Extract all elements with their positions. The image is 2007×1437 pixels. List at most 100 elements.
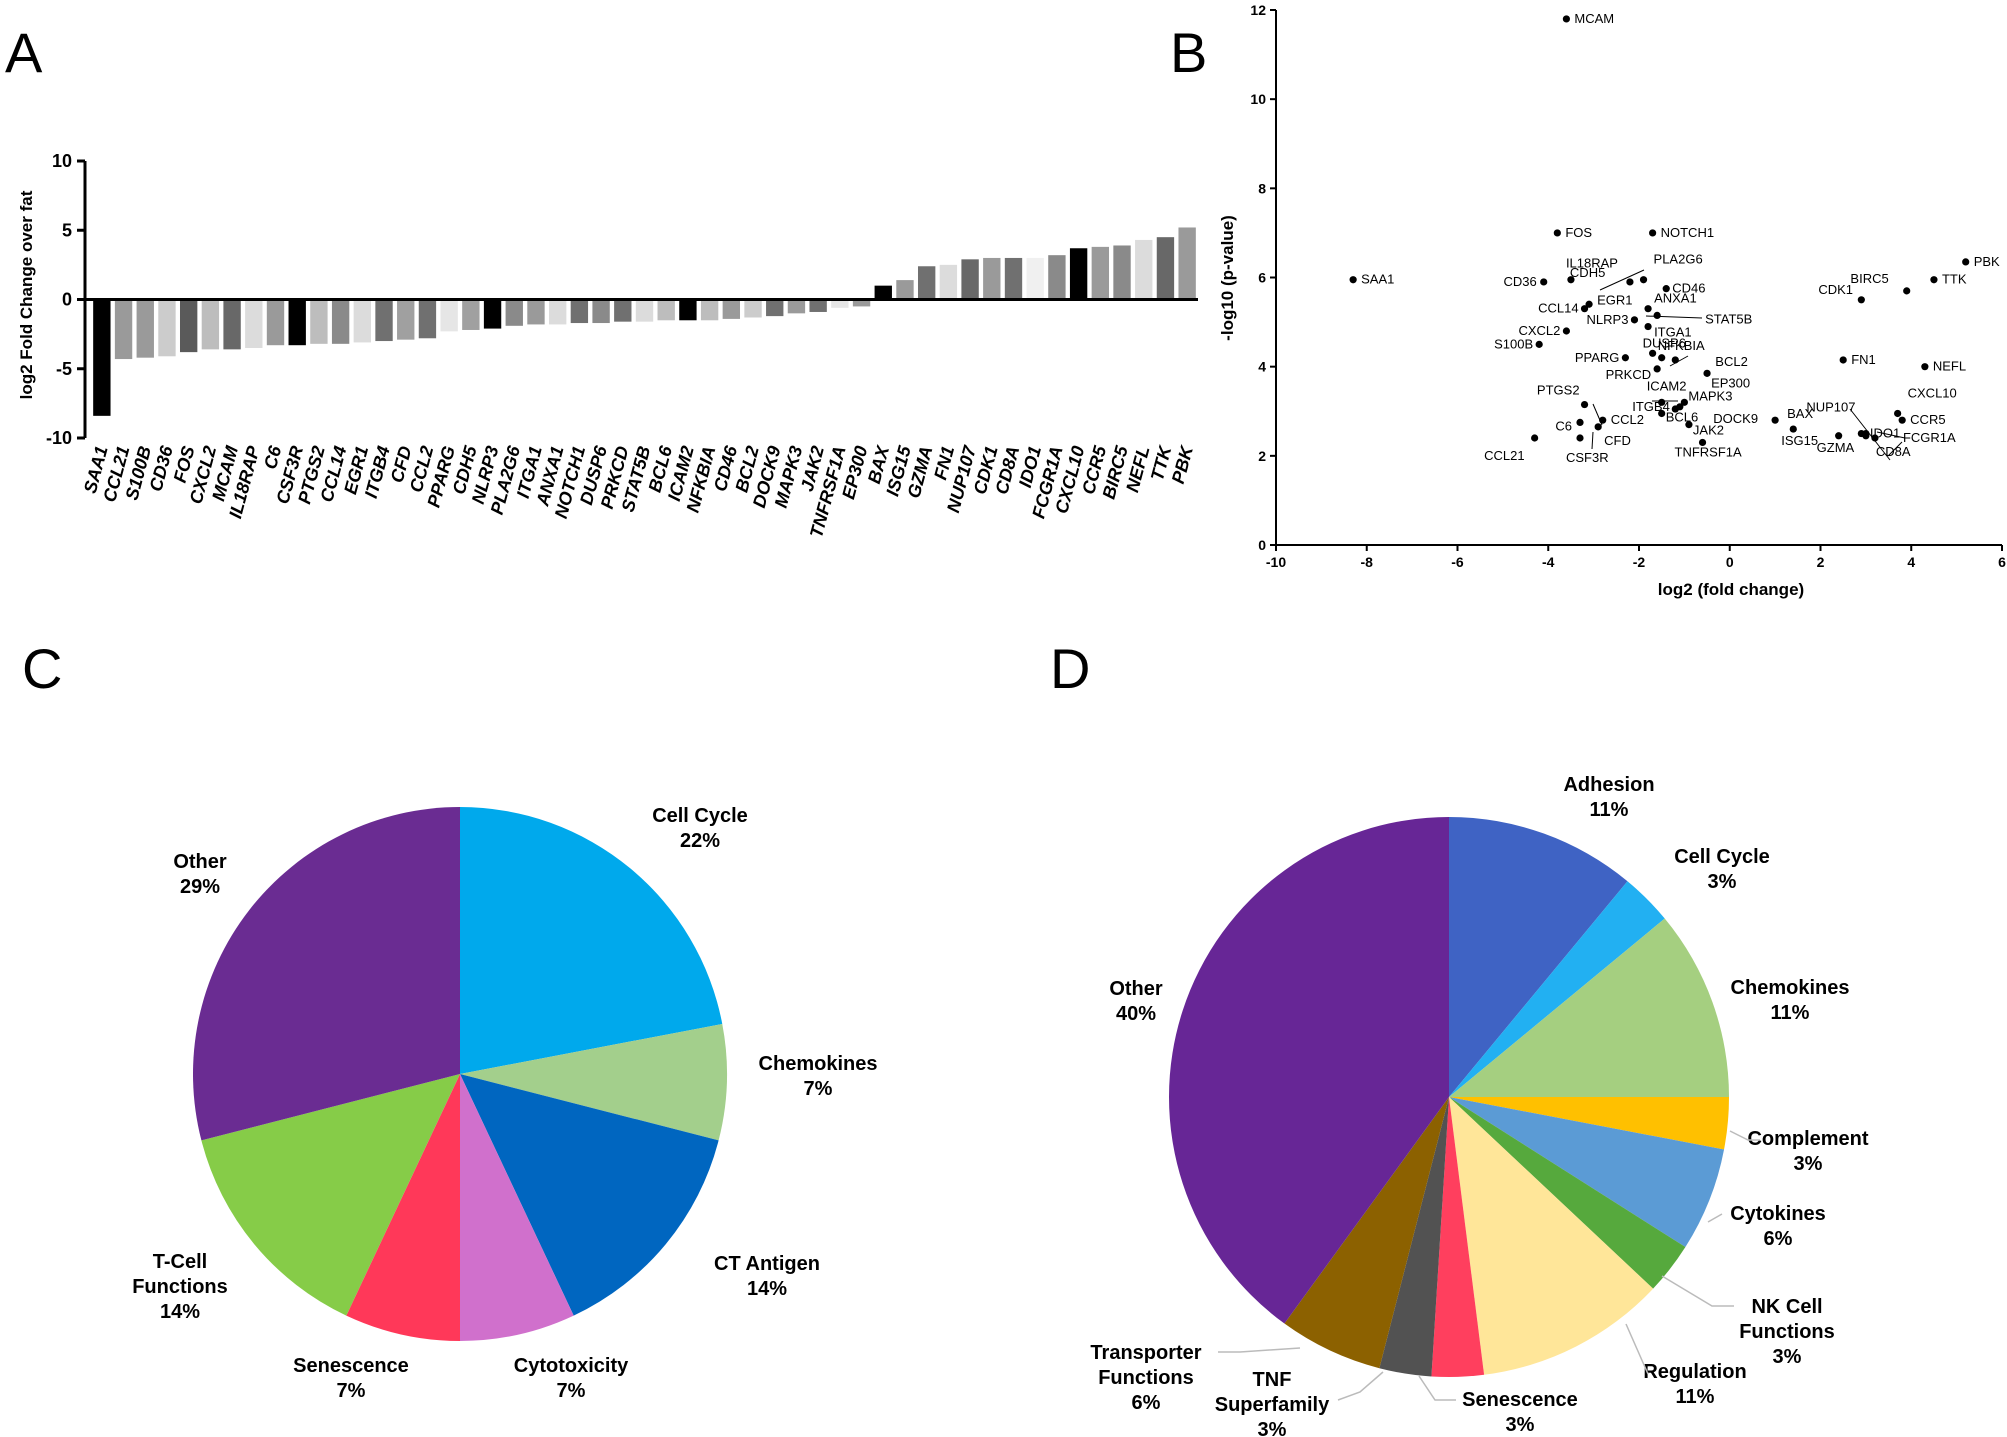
bar-chart-bar bbox=[1178, 227, 1196, 300]
volcano-point bbox=[1630, 316, 1639, 324]
volcano-point-label: ANXA1 bbox=[1654, 291, 1697, 306]
bar-chart-bar bbox=[310, 299, 328, 344]
volcano-y-tick-label: 2 bbox=[1258, 448, 1266, 464]
bar-chart-y-axis: 10 5 0 -5 -10 bbox=[46, 151, 87, 448]
volcano-x-tick-label: -8 bbox=[1361, 554, 1374, 570]
bar-chart-bar bbox=[483, 299, 502, 329]
volcano-point-label: PBK bbox=[1974, 254, 2000, 269]
volcano-y-tick-label: 8 bbox=[1258, 180, 1266, 196]
bar-chart-bar bbox=[1156, 237, 1175, 300]
volcano-point-label: ISG15 bbox=[1781, 433, 1818, 448]
pie-slice bbox=[1449, 1097, 1725, 1248]
pie-slice-percent: 3% bbox=[1773, 1346, 1802, 1368]
volcano-point-label: FCGR1A bbox=[1903, 430, 1956, 445]
bar-chart-bar bbox=[1004, 257, 1023, 300]
bar-chart-bar bbox=[744, 299, 762, 318]
bar-chart-bar bbox=[266, 299, 285, 346]
pie-slice-label: Cell Cycle bbox=[1674, 846, 1770, 868]
volcano-point-label: DOCK9 bbox=[1713, 411, 1758, 426]
pie-slice bbox=[1449, 1097, 1729, 1150]
volcano-point bbox=[1639, 276, 1648, 284]
volcano-point bbox=[1540, 278, 1548, 286]
pie-slice bbox=[1168, 817, 1449, 1324]
volcano-point-label: EGR1 bbox=[1597, 292, 1632, 307]
volcano-x-tick-label: -10 bbox=[1266, 554, 1286, 570]
pie-slice bbox=[1449, 1097, 1686, 1289]
volcano-point-label: ICAM2 bbox=[1647, 378, 1687, 393]
volcano-point-label: MCAM bbox=[1574, 11, 1614, 26]
volcano-leader-line bbox=[1599, 269, 1645, 291]
volcano-leader-line bbox=[1876, 431, 1906, 439]
pie-leader-line bbox=[1337, 1371, 1384, 1401]
volcano-y-tick-label: 6 bbox=[1258, 270, 1266, 286]
pie-slice-percent: 11% bbox=[1590, 799, 1629, 821]
bar-chart-bar bbox=[766, 299, 784, 317]
pie-slice-percent: 3% bbox=[1794, 1153, 1823, 1175]
volcano-point-label: PLA2G6 bbox=[1654, 252, 1703, 267]
volcano-point-label: MAPK3 bbox=[1688, 388, 1732, 403]
pie-slice-percent: 40% bbox=[1116, 1003, 1156, 1025]
pie-slice bbox=[1449, 918, 1729, 1097]
volcano-point bbox=[1930, 276, 1938, 284]
pie-slice-label: Transporter bbox=[1090, 1342, 1201, 1364]
volcano-x-axis-title: log2 (fold change) bbox=[1658, 580, 1804, 599]
pie-slice-label: T-Cell bbox=[153, 1251, 207, 1273]
bar-chart-bar bbox=[201, 299, 220, 350]
bar-chart-bar bbox=[679, 299, 697, 321]
panel-letter-d: D bbox=[1050, 637, 1090, 700]
volcano-point-label: DUSP6 bbox=[1643, 335, 1686, 350]
volcano-leader-line bbox=[1849, 408, 1891, 461]
volcano-point-label: GZMA bbox=[1817, 440, 1855, 455]
volcano-point bbox=[1771, 416, 1779, 424]
bar-chart-bar bbox=[505, 299, 523, 326]
pie-slice-label: Adhesion bbox=[1563, 774, 1654, 796]
pie-slice bbox=[1379, 1097, 1449, 1377]
bar-chart-bar bbox=[657, 299, 675, 321]
bar-chart-bar bbox=[136, 299, 154, 358]
pie-slice-label: Regulation bbox=[1643, 1361, 1746, 1383]
volcano-point bbox=[1662, 285, 1670, 293]
bar-chart-bar bbox=[353, 299, 372, 343]
pie-slice-percent: 7% bbox=[337, 1380, 366, 1402]
bar-chart-bar bbox=[917, 266, 936, 300]
volcano-point-label: EP300 bbox=[1711, 375, 1750, 390]
bar-chart-bar bbox=[896, 280, 914, 300]
bar-chart-bar bbox=[527, 299, 545, 325]
pie-slice-percent: 3% bbox=[1506, 1414, 1535, 1436]
volcano-point bbox=[1658, 409, 1666, 418]
volcano-point bbox=[1553, 229, 1561, 237]
volcano-point-label: CXCL2 bbox=[1518, 323, 1560, 338]
volcano-point-label: C6 bbox=[1555, 418, 1572, 433]
volcano-y-tick-label: 10 bbox=[1250, 91, 1266, 107]
bar-chart-category-labels: SAA1CCL21S100BCD36FOSCXCL2MCAMIL18RAPC6C… bbox=[80, 442, 1198, 540]
volcano-point-label: CCL2 bbox=[1611, 412, 1644, 427]
volcano-x-tick-label: 2 bbox=[1817, 554, 1825, 570]
volcano-point bbox=[1580, 305, 1589, 313]
volcano-leader-line bbox=[1887, 441, 1903, 457]
volcano-point bbox=[1789, 425, 1797, 433]
pie-slice-label: Senescence bbox=[1462, 1389, 1578, 1411]
bar-chart-bar bbox=[570, 299, 589, 324]
pie-slice-percent: 11% bbox=[1771, 1002, 1810, 1024]
pie-leader-line bbox=[1625, 1323, 1649, 1375]
volcano-point-label: NLRP3 bbox=[1587, 312, 1629, 327]
bar-chart-bar bbox=[635, 299, 654, 322]
pie-leader-line bbox=[1218, 1347, 1301, 1353]
pie-slice bbox=[201, 1074, 460, 1316]
pie-slice-label: Other bbox=[1109, 978, 1163, 1000]
volcano-point bbox=[1894, 409, 1902, 418]
pie-slice-label: Cytokines bbox=[1730, 1203, 1826, 1225]
pie-slice bbox=[1431, 1097, 1485, 1377]
pie-slice-percent: 29% bbox=[180, 876, 220, 898]
pie-slice bbox=[1449, 1097, 1654, 1375]
bar-chart-bar bbox=[614, 299, 632, 322]
volcano-point-label: BCL6 bbox=[1666, 409, 1699, 424]
volcano-point bbox=[1921, 363, 1929, 371]
volcano-plot-panel-b: -log10 (p-value) log2 (fold change) 0 2 4 6… bbox=[1218, 2, 2006, 599]
bar-chart-bar bbox=[440, 299, 458, 332]
volcano-point bbox=[1653, 365, 1661, 373]
volcano-point-label: TTK bbox=[1942, 272, 1967, 287]
pie-slice-label: Chemokines bbox=[1731, 977, 1850, 999]
pie-slice-percent: 6% bbox=[1764, 1228, 1793, 1250]
